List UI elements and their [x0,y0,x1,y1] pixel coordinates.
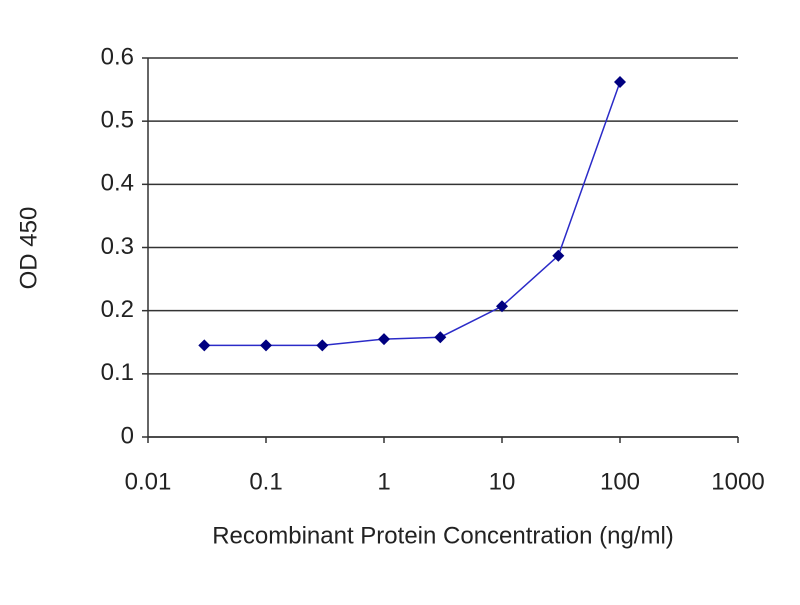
x-tick-label: 0.1 [249,468,282,495]
y-tick-label: 0 [121,422,134,449]
y-tick-label: 0.6 [101,43,134,70]
data-point [260,339,272,352]
y-tick-label: 0.5 [101,107,134,134]
data-point [552,249,565,262]
y-axis-label: OD 450 [15,207,42,290]
x-tick-label: 100 [600,468,640,495]
data-point [496,300,508,313]
x-tick-label: 0.01 [125,468,172,495]
x-axis-label: Recombinant Protein Concentration (ng/ml… [212,522,674,549]
y-tick-label: 0.2 [101,296,134,323]
data-point [198,339,211,352]
x-tick-label: 10 [489,468,516,495]
x-tick-label: 1 [377,468,390,495]
y-tick-label: 0.1 [101,359,134,386]
y-tick-label: 0.4 [101,170,134,197]
y-tick-label: 0.3 [101,233,134,260]
data-line [204,81,621,347]
data-point [434,331,447,344]
x-tick-label: 1000 [711,468,764,495]
data-point [316,339,329,352]
data-point [614,76,626,89]
data-point [378,333,390,346]
